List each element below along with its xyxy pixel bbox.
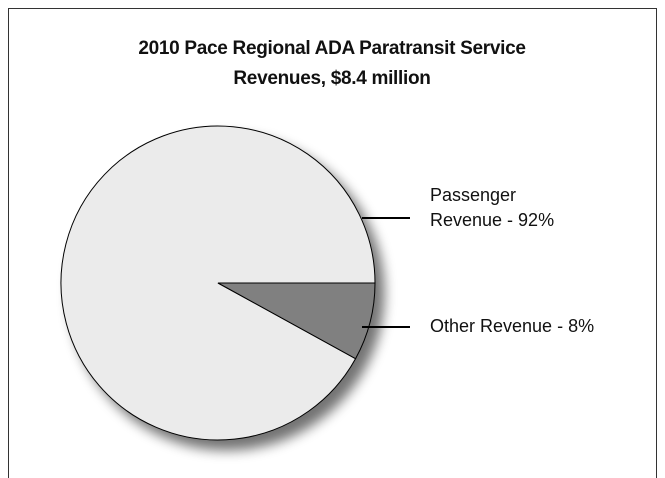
pie-slice — [217, 282, 376, 360]
chart-title: 2010 Pace Regional ADA Paratransit Servi… — [138, 38, 526, 89]
frame — [8, 8, 657, 478]
slice-label: Passenger Revenue - 92% — [430, 185, 555, 230]
slice-label: Other Revenue - 8% — [430, 316, 595, 336]
pie — [60, 125, 376, 441]
